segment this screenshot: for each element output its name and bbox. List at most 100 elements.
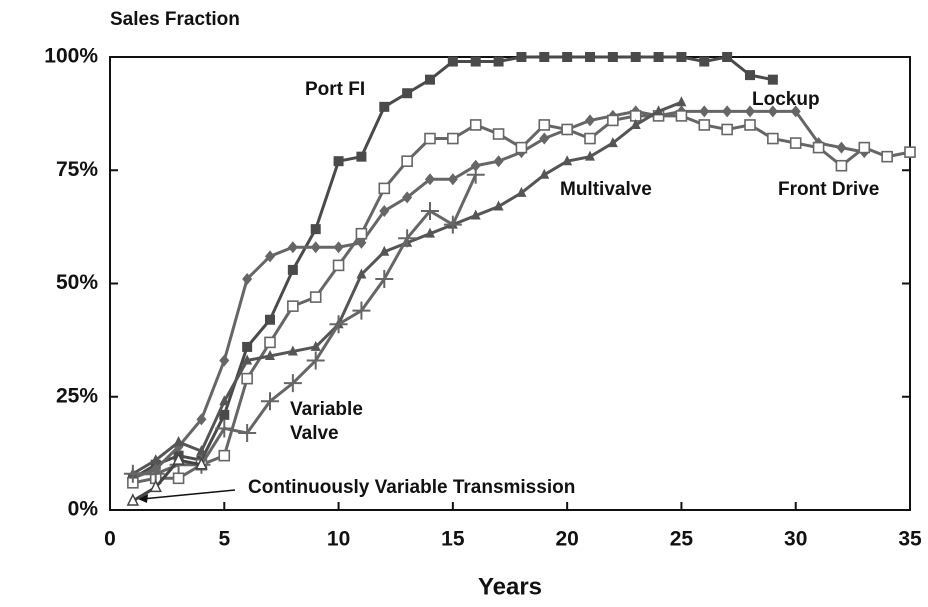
x-tick-label: 20	[555, 528, 578, 551]
marker	[238, 423, 257, 442]
x-tick-label: 35	[898, 528, 922, 551]
marker	[721, 123, 733, 136]
marker	[539, 132, 550, 145]
marker	[196, 445, 207, 456]
marker	[375, 269, 394, 288]
marker	[398, 229, 417, 248]
marker	[562, 52, 573, 62]
marker	[447, 132, 459, 145]
y-tick-label: 100%	[44, 45, 98, 68]
marker	[881, 150, 893, 163]
marker	[332, 259, 345, 272]
marker	[630, 52, 641, 62]
marker	[466, 165, 485, 184]
x-tick-label: 25	[670, 528, 694, 551]
marker	[443, 215, 462, 234]
marker	[173, 436, 184, 447]
marker	[607, 52, 618, 62]
marker	[858, 141, 871, 154]
marker	[722, 105, 733, 118]
marker	[123, 464, 142, 483]
marker	[287, 345, 298, 356]
marker	[789, 137, 802, 149]
series-line	[132, 174, 478, 476]
arrow-head	[138, 494, 148, 503]
marker	[493, 155, 504, 168]
marker	[698, 119, 711, 131]
marker	[516, 52, 527, 62]
marker	[241, 372, 253, 385]
marker	[219, 395, 230, 406]
marker	[470, 209, 481, 220]
x-tick-label: 5	[218, 528, 230, 551]
marker	[425, 227, 435, 238]
marker	[310, 340, 321, 351]
y-tick-label: 50%	[56, 271, 98, 294]
marker	[421, 202, 439, 221]
marker	[287, 241, 298, 254]
marker	[402, 88, 413, 99]
marker	[470, 159, 481, 172]
series-line	[132, 458, 202, 503]
marker	[653, 105, 664, 116]
marker	[722, 52, 733, 62]
marker	[352, 301, 371, 320]
marker	[767, 74, 778, 85]
chart-title: Sales Fraction	[110, 9, 240, 30]
marker	[676, 52, 687, 62]
y-tick-label: 25%	[56, 384, 98, 407]
marker	[675, 110, 688, 122]
marker	[356, 268, 367, 279]
marker	[265, 314, 275, 325]
marker	[607, 114, 619, 127]
marker	[309, 291, 322, 303]
marker	[306, 351, 325, 370]
marker	[653, 52, 664, 62]
marker	[172, 452, 185, 465]
x-tick-label: 10	[327, 528, 350, 551]
marker	[379, 245, 390, 256]
y-tick-label: 75%	[56, 158, 98, 181]
marker	[585, 52, 595, 62]
x-tick-label: 30	[784, 528, 807, 551]
marker	[219, 354, 230, 367]
marker	[835, 159, 848, 172]
marker	[425, 74, 435, 85]
marker	[356, 236, 367, 249]
marker	[356, 151, 367, 162]
marker	[379, 205, 390, 218]
marker	[539, 52, 550, 62]
marker	[333, 156, 344, 167]
marker	[630, 118, 641, 129]
marker	[812, 141, 825, 154]
marker	[242, 341, 253, 352]
annotation-arrow	[141, 489, 236, 500]
series-label: Multivalve	[560, 179, 652, 200]
marker	[447, 173, 458, 186]
series-label: Continuously Variable Transmission	[248, 477, 575, 498]
marker	[242, 272, 253, 285]
marker	[287, 300, 299, 312]
marker	[904, 146, 916, 158]
series-label: Port FI	[305, 79, 365, 100]
marker	[745, 105, 755, 118]
marker	[699, 105, 710, 118]
marker	[699, 56, 710, 67]
marker	[469, 119, 482, 131]
marker	[493, 56, 504, 67]
marker	[607, 137, 618, 148]
marker	[585, 114, 595, 127]
plot-frame	[109, 56, 911, 511]
marker	[584, 132, 596, 145]
marker	[333, 241, 344, 254]
marker	[539, 168, 550, 179]
marker	[425, 173, 435, 186]
marker	[424, 132, 436, 145]
marker	[196, 413, 207, 426]
marker	[562, 155, 573, 166]
marker	[379, 101, 390, 112]
marker	[402, 191, 413, 204]
marker	[310, 224, 321, 235]
marker	[126, 493, 140, 506]
marker	[767, 105, 778, 118]
